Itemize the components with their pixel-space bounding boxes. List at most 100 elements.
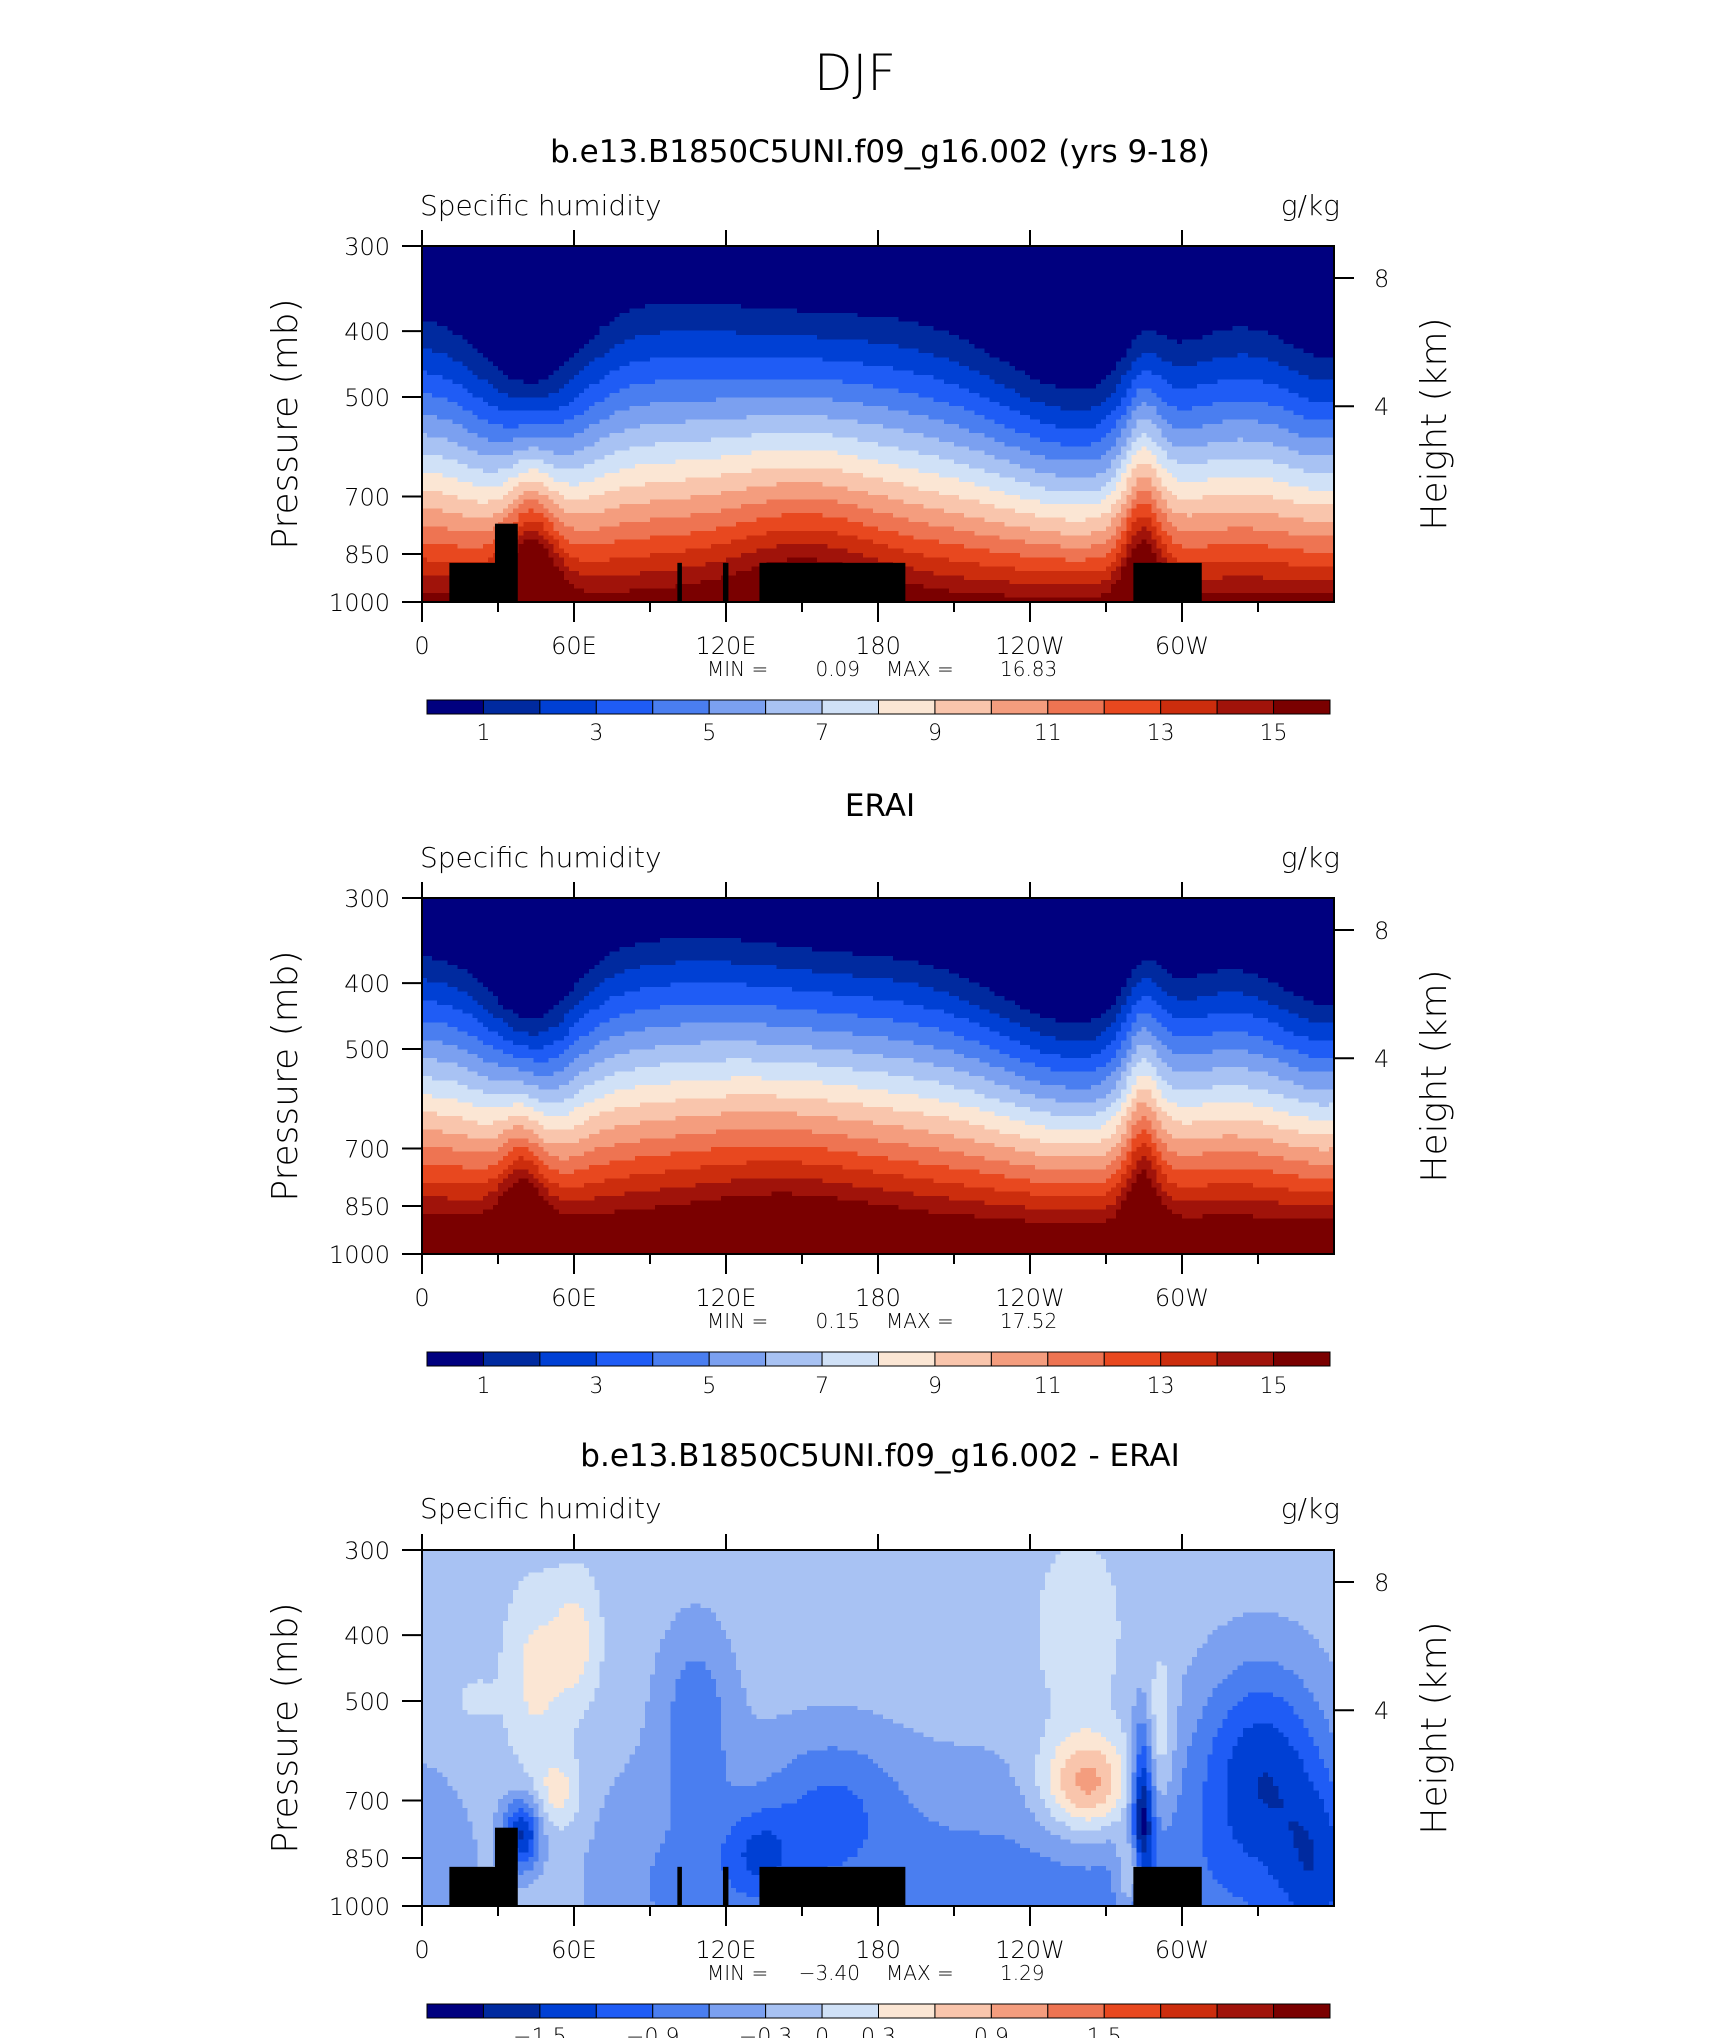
min-value: −3.40 [799,1961,860,1985]
colorbar-swatch [539,1351,597,1367]
max-label: MAX = [886,1961,954,1985]
colorbar-swatch [765,699,823,715]
y-tick-label: 850 [344,541,390,569]
colorbar-label: −0.3 [739,2025,792,2038]
y-right-tick-label: 4 [1374,1045,1389,1073]
y-tick-label: 1000 [329,1893,390,1921]
colorbar-label: 5 [702,1374,716,1399]
contour-field [422,1550,1335,1907]
colorbar-swatch [1216,2003,1275,2019]
colorbar-swatch [990,2003,1049,2019]
terrain-mask-5 [759,562,906,602]
colorbar-swatch [482,2003,541,2019]
y-tick-label: 1000 [329,589,390,617]
x-tick-label: 60W [1155,1936,1209,1964]
colorbar-swatch [1047,2003,1105,2019]
x-tick-label: 120W [995,632,1065,660]
terrain-mask-2 [494,523,518,602]
y-tick-label: 700 [344,1788,390,1816]
y-tick-label: 500 [344,1688,390,1716]
colorbar-swatch [765,2003,823,2019]
colorbar-swatch [1047,1351,1105,1367]
colorbar-swatch [1103,699,1162,715]
min-value: 0.15 [815,1309,860,1333]
colorbar-swatch [1273,699,1331,715]
y-tick-label: 500 [344,384,390,412]
colorbar-swatch [482,1351,541,1367]
y-right-tick-label: 8 [1374,917,1389,945]
colorbar-swatch [1216,699,1275,715]
colorbar-swatch [1160,1351,1218,1367]
x-tick-label: 60W [1155,632,1209,660]
terrain-mask-3 [677,1866,682,1906]
colorbar-swatch [990,1351,1049,1367]
x-tick-label: 120E [696,632,757,660]
field-name: Specific humidity [420,189,662,222]
x-tick-label: 60E [551,632,597,660]
y-tick-label: 1000 [329,1241,390,1269]
colorbar-swatch [539,699,597,715]
colorbar-label: 11 [1034,721,1062,746]
y-axis-label: Pressure (mb) [265,1602,306,1853]
colorbar-swatch [821,699,879,715]
max-label: MAX = [886,1309,954,1333]
colorbar-label: 7 [815,721,829,746]
x-tick-label: 120E [696,1284,757,1312]
colorbar-swatch [1160,699,1218,715]
y-tick-label: 700 [344,484,390,512]
terrain-mask-6 [1133,1866,1202,1906]
colorbar-swatch [878,2003,936,2019]
colorbar-label: 3 [589,1374,603,1399]
panel-title: b.e13.B1850C5UNI.f09_g16.002 (yrs 9-18) [550,134,1210,170]
x-tick-label: 0 [414,1936,429,1964]
terrain-mask-5 [759,1866,906,1906]
terrain-mask-4 [722,562,729,602]
colorbar-swatch [934,1351,992,1367]
colorbar-label: −1.5 [513,2025,566,2038]
y-right-axis-label: Height (km) [1414,969,1455,1182]
colorbar-swatch [934,2003,992,2019]
min-label: MIN = [707,657,768,681]
colorbar-swatch [765,1351,823,1367]
colorbar-swatch [708,1351,767,1367]
panel-1: b.e13.B1850C5UNI.f09_g16.002 (yrs 9-18) S… [265,134,1455,746]
colorbar-swatch [426,2003,484,2019]
colorbar-swatch [652,699,710,715]
colorbar-swatch [1273,1351,1331,1367]
colorbar-swatch [1103,1351,1162,1367]
colorbar-swatch [1047,699,1105,715]
max-label: MAX = [886,657,954,681]
panel-title: b.e13.B1850C5UNI.f09_g16.002 - ERAI [580,1438,1179,1474]
y-tick-label: 850 [344,1193,390,1221]
y-right-tick-label: 8 [1374,265,1389,293]
y-right-axis-label: Height (km) [1414,1621,1455,1834]
colorbar-swatch [934,699,992,715]
colorbar-label: 15 [1260,721,1288,746]
colorbar-label: 9 [928,721,942,746]
max-value: 1.29 [1000,1961,1045,1985]
colorbar-swatch [652,1351,710,1367]
colorbar-label: 13 [1147,1374,1175,1399]
colorbar-swatch [539,2003,597,2019]
colorbar-swatch [878,699,936,715]
x-tick-label: 120W [995,1284,1065,1312]
colorbar-swatch [878,1351,936,1367]
colorbar: −1.5 −0.9 −0.3 0 0.3 0.9 1.5 [426,2003,1331,2038]
y-right-tick-label: 8 [1374,1569,1389,1597]
figure-title: DJF [814,44,896,102]
colorbar-label: 13 [1147,721,1175,746]
units-label: g/kg [1281,841,1340,874]
y-tick-label: 400 [344,318,390,346]
colorbar-swatch [708,2003,767,2019]
colorbar-label: 7 [815,1374,829,1399]
x-tick-label: 180 [855,1284,901,1312]
y-axis-label: Pressure (mb) [265,950,306,1201]
x-tick-label: 60E [551,1284,597,1312]
colorbar-label: 11 [1034,1374,1062,1399]
y-tick-label: 300 [344,1537,390,1565]
units-label: g/kg [1281,1492,1340,1525]
y-tick-label: 400 [344,970,390,998]
x-tick-label: 120E [696,1936,757,1964]
min-label: MIN = [707,1961,768,1985]
